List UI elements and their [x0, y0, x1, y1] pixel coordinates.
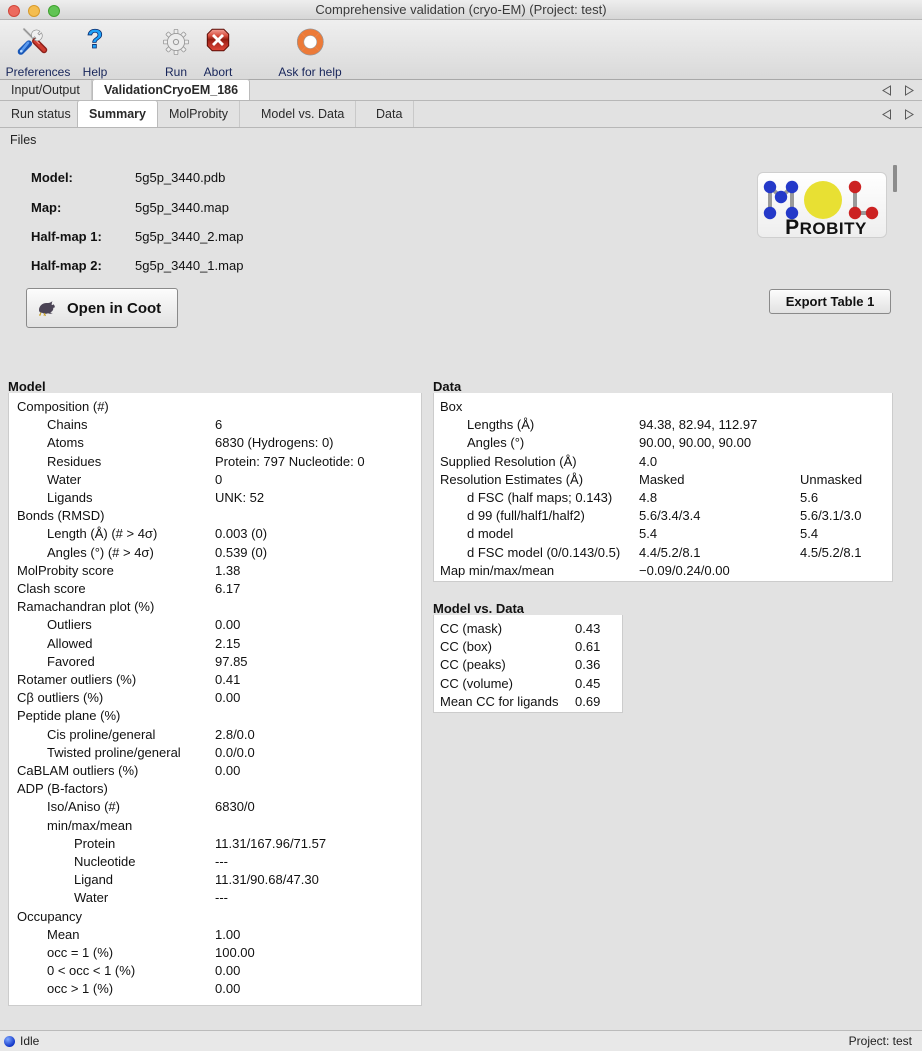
svg-text:PROBITY: PROBITY [785, 216, 867, 239]
svg-text:?: ? [87, 26, 104, 54]
